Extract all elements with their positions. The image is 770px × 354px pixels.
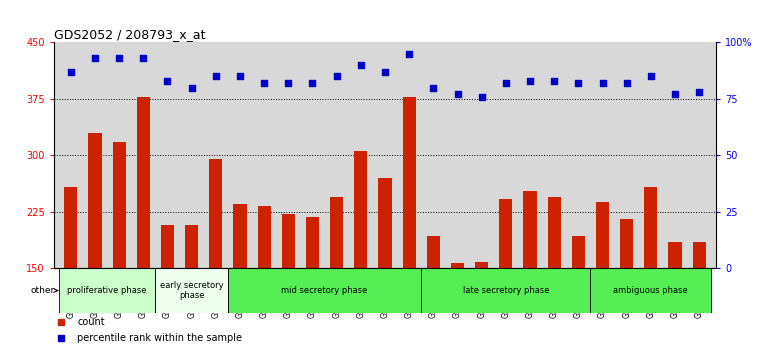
Text: ambiguous phase: ambiguous phase — [614, 286, 688, 295]
Point — [65, 69, 77, 75]
Bar — [330, 196, 343, 268]
Bar — [591, 268, 711, 313]
Point — [669, 92, 681, 97]
Point — [451, 92, 464, 97]
Point — [162, 78, 174, 84]
Bar — [547, 196, 561, 268]
Point — [186, 85, 198, 90]
Bar — [354, 152, 367, 268]
Bar — [692, 242, 706, 268]
Bar — [137, 97, 150, 268]
Point — [596, 80, 608, 86]
Bar — [403, 97, 416, 268]
Bar — [282, 214, 295, 268]
Bar — [59, 268, 156, 313]
Text: count: count — [77, 316, 105, 326]
Point — [258, 80, 270, 86]
Bar — [571, 236, 585, 268]
Point — [548, 78, 561, 84]
Point — [693, 89, 705, 95]
Bar — [620, 219, 634, 268]
Bar — [644, 187, 658, 268]
Point — [621, 80, 633, 86]
Text: proliferative phase: proliferative phase — [67, 286, 147, 295]
Point — [476, 94, 488, 99]
Point — [500, 80, 512, 86]
Point — [355, 62, 367, 68]
Text: GDS2052 / 208793_x_at: GDS2052 / 208793_x_at — [54, 28, 206, 41]
Text: early secretory
phase: early secretory phase — [160, 281, 223, 300]
Point — [572, 80, 584, 86]
Bar — [233, 204, 246, 268]
Bar — [427, 236, 440, 268]
Point — [209, 74, 222, 79]
Point — [427, 85, 440, 90]
Text: late secretory phase: late secretory phase — [463, 286, 549, 295]
Point — [330, 74, 343, 79]
Text: percentile rank within the sample: percentile rank within the sample — [77, 333, 242, 343]
Text: other: other — [30, 286, 58, 295]
Bar — [596, 202, 609, 268]
Point — [524, 78, 536, 84]
Bar — [228, 268, 421, 313]
Bar — [524, 191, 537, 268]
Point — [644, 74, 657, 79]
Bar — [378, 178, 392, 268]
Point — [234, 74, 246, 79]
Point — [137, 56, 149, 61]
Text: mid secretory phase: mid secretory phase — [281, 286, 368, 295]
Bar — [161, 225, 174, 268]
Bar — [209, 159, 223, 268]
Point — [89, 56, 101, 61]
Bar — [306, 217, 319, 268]
Bar — [156, 268, 228, 313]
Point — [113, 56, 126, 61]
Bar — [499, 199, 513, 268]
Point — [379, 69, 391, 75]
Point — [306, 80, 319, 86]
Point — [282, 80, 294, 86]
Bar — [257, 206, 271, 268]
Bar — [421, 268, 591, 313]
Bar — [668, 242, 681, 268]
Bar — [475, 262, 488, 268]
Bar — [185, 225, 199, 268]
Bar — [112, 142, 126, 268]
Point — [403, 51, 415, 57]
Bar — [89, 133, 102, 268]
Bar — [451, 263, 464, 268]
Bar — [64, 187, 78, 268]
